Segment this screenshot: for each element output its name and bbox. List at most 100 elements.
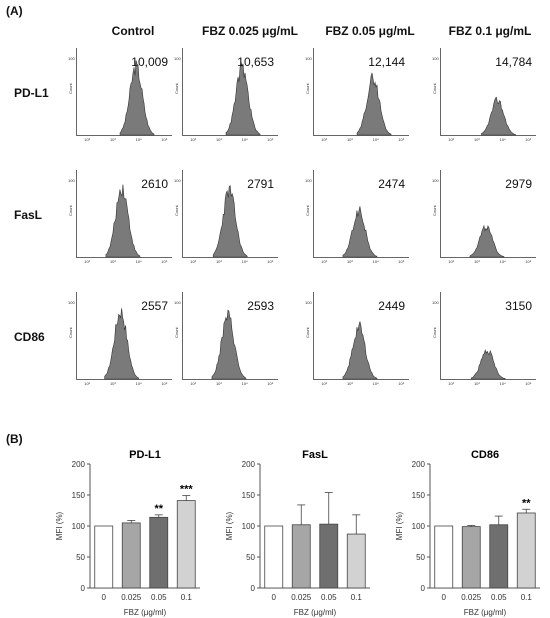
histogram-x-tick: 10³ xyxy=(473,381,480,386)
histogram-distribution xyxy=(105,184,141,258)
histogram-x-tick: 10⁵ xyxy=(398,137,405,142)
histogram-x-tick: 10⁴ xyxy=(372,137,379,142)
histogram-x-tick: 10⁴ xyxy=(499,137,506,142)
mfi-value: 2557 xyxy=(141,299,168,313)
significance-marker: *** xyxy=(180,484,194,496)
x-tick-label: 0.025 xyxy=(461,593,482,602)
y-tick-label: 50 xyxy=(246,553,255,562)
histogram-x-tick: 10³ xyxy=(215,259,222,264)
mfi-value: 3150 xyxy=(505,299,532,313)
mfi-value: 2593 xyxy=(247,299,274,313)
histogram-x-tick: 10² xyxy=(84,137,91,142)
x-tick-label: 0 xyxy=(442,593,447,602)
histogram-plot: 2557 Count 100 10² 10³ 10⁴ 10⁵ xyxy=(68,292,172,386)
histogram-distribution xyxy=(469,224,505,258)
bar xyxy=(489,524,509,589)
histogram-plot: 2449 Count 100 10² 10³ 10⁴ 10⁵ xyxy=(305,292,409,386)
bar xyxy=(516,512,536,589)
histogram-x-tick: 10³ xyxy=(109,137,116,142)
histogram-y-label: Count xyxy=(432,205,437,216)
histogram-x-tick: 10⁴ xyxy=(241,381,248,386)
histogram-y-tick: 100 xyxy=(305,56,312,61)
histogram-y-tick: 100 xyxy=(432,56,439,61)
row-label: CD86 xyxy=(14,330,45,344)
y-tick-label: 200 xyxy=(242,460,256,469)
histogram-x-tick: 10⁴ xyxy=(499,259,506,264)
histogram-x-tick: 10³ xyxy=(109,381,116,386)
histogram-plot: 14,784 Count 100 10² 10³ 10⁴ 10⁵ xyxy=(432,48,536,142)
histogram-y-tick: 100 xyxy=(305,300,312,305)
histogram-x-tick: 10⁵ xyxy=(525,137,532,142)
y-tick-label: 0 xyxy=(251,584,256,593)
histogram-svg xyxy=(469,224,505,258)
histogram-x-tick: 10⁵ xyxy=(525,381,532,386)
histogram-y-label: Count xyxy=(68,83,73,94)
mfi-value: 12,144 xyxy=(368,55,405,69)
histogram-y-tick: 100 xyxy=(432,178,439,183)
x-tick-label: 0.05 xyxy=(321,593,337,602)
histogram-x-tick: 10⁵ xyxy=(161,259,168,264)
histogram-x-tick: 10³ xyxy=(215,137,222,142)
histogram-distribution xyxy=(225,61,261,136)
histogram-x-tick: 10³ xyxy=(215,381,222,386)
x-tick-label: 0.05 xyxy=(151,593,167,602)
histogram-plot: 2474 Count 100 10² 10³ 10⁴ 10⁵ xyxy=(305,170,409,264)
significance-marker: ** xyxy=(522,497,531,509)
histogram-svg xyxy=(342,206,378,258)
histogram-x-tick: 10⁵ xyxy=(161,381,168,386)
histogram-plot: 2791 Count 100 10² 10³ 10⁴ 10⁵ xyxy=(174,170,278,264)
x-tick-label: 0.1 xyxy=(351,593,363,602)
y-tick-label: 150 xyxy=(72,491,86,500)
histogram-x-tick: 10² xyxy=(190,381,197,386)
histogram-y-tick: 100 xyxy=(68,56,75,61)
histogram-distribution xyxy=(104,308,139,380)
histogram-distribution xyxy=(211,309,247,380)
histogram-y-label: Count xyxy=(305,327,310,338)
histogram-distribution xyxy=(342,321,378,380)
histogram-svg xyxy=(104,308,139,380)
histogram-distribution xyxy=(212,185,248,258)
histogram-x-tick: 10² xyxy=(321,259,328,264)
y-tick-label: 200 xyxy=(72,460,86,469)
bar xyxy=(264,525,284,589)
y-tick-label: 150 xyxy=(242,491,256,500)
histogram-x-tick: 10⁴ xyxy=(499,381,506,386)
y-axis-label: MFI (%) xyxy=(395,511,404,540)
bar xyxy=(94,525,114,589)
histogram-x-tick: 10³ xyxy=(346,137,353,142)
y-tick-label: 100 xyxy=(412,522,426,531)
histogram-distribution xyxy=(481,96,516,136)
y-tick-label: 0 xyxy=(421,584,426,593)
histogram-x-tick: 10² xyxy=(448,259,455,264)
histogram-y-tick: 100 xyxy=(174,56,181,61)
histogram-x-tick: 10⁴ xyxy=(372,381,379,386)
histogram-y-tick: 100 xyxy=(68,300,75,305)
y-tick-label: 0 xyxy=(81,584,86,593)
histogram-svg xyxy=(342,321,378,380)
x-tick-label: 0.025 xyxy=(291,593,312,602)
histogram-svg xyxy=(225,61,261,136)
panel-b-label: (B) xyxy=(6,432,23,446)
histogram-x-tick: 10² xyxy=(321,137,328,142)
mfi-value: 2791 xyxy=(247,177,274,191)
y-axis-label: MFI (%) xyxy=(225,511,234,540)
x-axis-label: FBZ (μg/ml) xyxy=(124,608,167,617)
y-tick-label: 100 xyxy=(72,522,86,531)
histogram-x-tick: 10⁴ xyxy=(372,259,379,264)
histogram-svg xyxy=(212,185,248,258)
histogram-x-tick: 10⁵ xyxy=(525,259,532,264)
histogram-x-tick: 10⁴ xyxy=(135,381,142,386)
histogram-distribution xyxy=(356,72,392,136)
histogram-plot: 10,009 Count 100 10² 10³ 10⁴ 10⁵ xyxy=(68,48,172,142)
y-tick-label: 50 xyxy=(76,553,85,562)
bar xyxy=(434,525,454,589)
histogram-y-label: Count xyxy=(174,205,179,216)
x-tick-label: 0 xyxy=(272,593,277,602)
histogram-svg xyxy=(470,349,506,380)
histogram-x-tick: 10³ xyxy=(109,259,116,264)
histogram-x-tick: 10⁴ xyxy=(241,259,248,264)
x-tick-label: 0.05 xyxy=(491,593,507,602)
histogram-x-tick: 10⁵ xyxy=(267,137,274,142)
bar-chart-title: PD-L1 xyxy=(129,449,161,461)
histogram-x-tick: 10⁵ xyxy=(267,259,274,264)
